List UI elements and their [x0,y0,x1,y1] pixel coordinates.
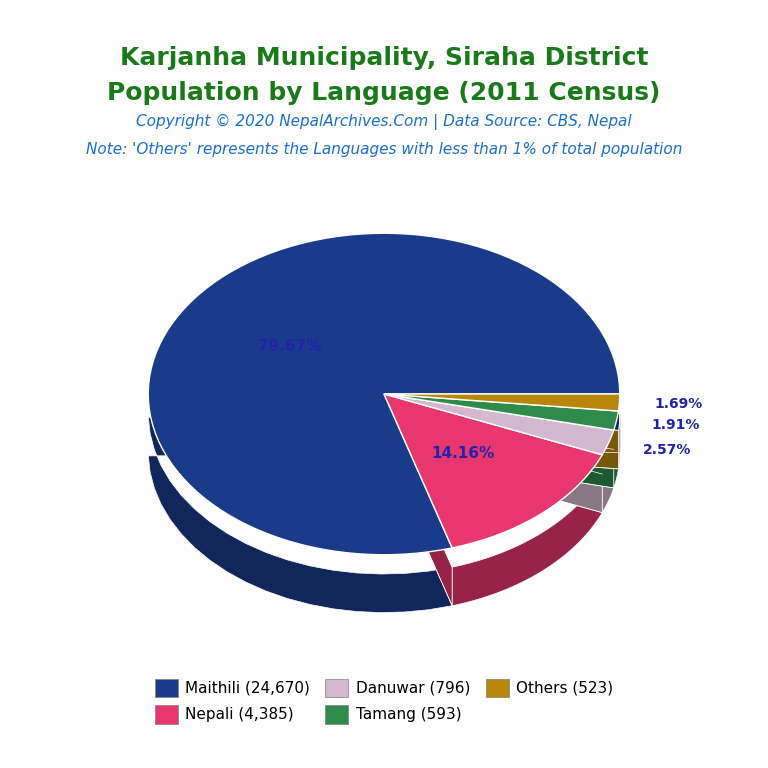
Polygon shape [384,413,452,606]
Polygon shape [384,394,614,455]
Text: Karjanha Municipality, Siraha District: Karjanha Municipality, Siraha District [120,46,648,70]
Polygon shape [384,413,614,488]
Text: 1.91%: 1.91% [651,418,700,432]
Text: 14.16%: 14.16% [432,446,495,461]
Polygon shape [148,233,620,554]
Polygon shape [148,413,620,613]
Polygon shape [384,413,602,513]
Text: Copyright © 2020 NepalArchives.Com | Data Source: CBS, Nepal: Copyright © 2020 NepalArchives.Com | Dat… [136,114,632,130]
Text: Population by Language (2011 Census): Population by Language (2011 Census) [108,81,660,104]
Text: 1.69%: 1.69% [655,397,703,411]
Text: 2.57%: 2.57% [642,443,690,457]
Text: Note: 'Others' represents the Languages with less than 1% of total population: Note: 'Others' represents the Languages … [86,142,682,157]
Polygon shape [384,394,618,430]
Polygon shape [384,413,620,452]
Text: 79.67%: 79.67% [257,339,321,353]
Polygon shape [602,449,614,513]
Polygon shape [452,474,602,606]
Legend: Maithili (24,670), Nepali (4,385), Danuwar (796), Tamang (593), Others (523): Maithili (24,670), Nepali (4,385), Danuw… [148,673,620,730]
Polygon shape [384,394,620,411]
Polygon shape [384,394,602,548]
Polygon shape [618,413,620,469]
Polygon shape [384,413,618,469]
Polygon shape [614,430,618,488]
